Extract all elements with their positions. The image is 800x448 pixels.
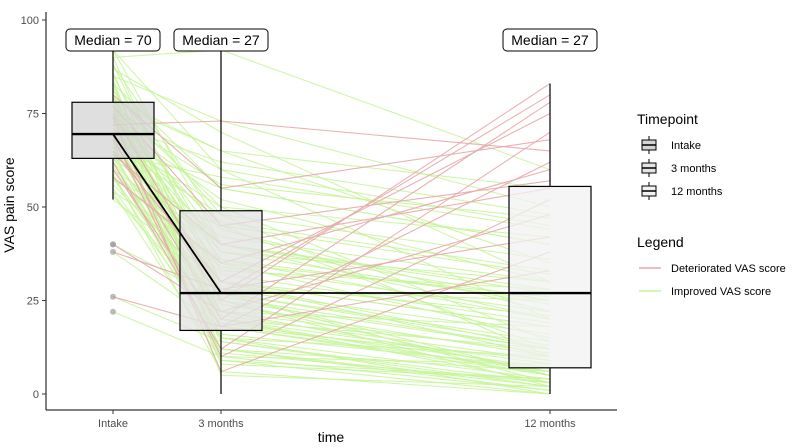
legend-timepoint-item: 12 months (641, 182, 723, 200)
y-tick-label: 75 (27, 109, 39, 121)
x-tick-label: 12 months (524, 418, 576, 430)
median-label-box (65, 28, 161, 52)
legend-timepoint-item: Intake (641, 136, 701, 154)
y-tick-label: 25 (27, 296, 39, 308)
trajectory-lines (112, 49, 551, 395)
boxplots (71, 49, 592, 394)
legend-line-item: Deteriorated VAS score (639, 263, 786, 275)
plot-panel: Median = 70 Median = 27 Median = 27 (65, 28, 598, 395)
legend-line-item: Improved VAS score (639, 286, 771, 298)
boxplot-1 (71, 49, 155, 200)
box-iqr (508, 185, 592, 369)
median-label-text: Median = 27 (511, 32, 589, 48)
legend-lines-title: Legend (637, 234, 684, 250)
median-trend (112, 133, 550, 294)
x-axis-title: time (318, 429, 345, 445)
box-iqr (71, 101, 155, 159)
outlier-points (110, 241, 116, 315)
y-tick-label: 100 (21, 15, 39, 27)
median-trend-line (112, 133, 550, 294)
y-tick-label: 0 (33, 389, 39, 401)
boxplot-3 (508, 83, 592, 394)
median-label-1: Median = 70 (65, 28, 161, 52)
median-label-box (173, 28, 269, 52)
legend-timepoint-label: Intake (671, 140, 701, 152)
x-tick-label: Intake (98, 418, 128, 430)
median-label-2: Median = 27 (173, 28, 269, 52)
legend-timepoint-item: 3 months (641, 159, 717, 177)
improved-trajectory-line (112, 146, 551, 328)
median-labels: Median = 70 Median = 27 Median = 27 (65, 28, 598, 52)
legend-timepoint-title: Timepoint (637, 111, 698, 127)
axes: 0 25 50 75 100 Intake 3 months 12 months (21, 12, 617, 430)
outlier-point (110, 241, 116, 248)
x-tick-label: 3 months (198, 418, 244, 430)
box-iqr (179, 210, 263, 332)
median-label-text: Median = 70 (74, 32, 152, 48)
outlier-point (110, 248, 116, 255)
legend-line-label: Deteriorated VAS score (671, 263, 786, 275)
y-axis-title: VAS pain score (1, 157, 17, 253)
outlier-point (110, 293, 116, 300)
outlier-point (110, 308, 116, 315)
median-label-text: Median = 27 (182, 32, 260, 48)
median-label-box (502, 28, 598, 52)
legend-timepoint-label: 3 months (671, 163, 717, 175)
legend-line-label: Improved VAS score (671, 286, 771, 298)
y-tick-label: 50 (27, 202, 39, 214)
legend-timepoint-label: 12 months (671, 186, 723, 198)
legend: Timepoint Intake 3 months 12 months Legend De… (637, 111, 786, 298)
deteriorated-trajectory-line (112, 94, 551, 189)
median-label-3: Median = 27 (502, 28, 598, 52)
boxplot-2 (179, 49, 263, 394)
